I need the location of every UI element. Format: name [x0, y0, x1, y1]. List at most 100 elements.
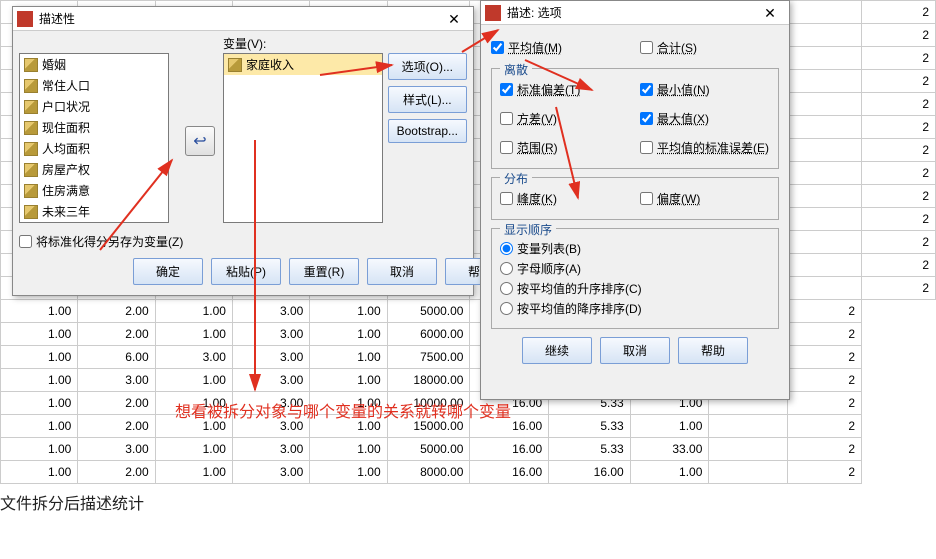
data-cell[interactable]	[788, 1, 862, 24]
data-cell[interactable]: 8000.00	[387, 461, 470, 484]
close-icon[interactable]: ✕	[439, 9, 469, 29]
data-cell[interactable]: 2	[862, 24, 936, 47]
data-cell[interactable]	[788, 208, 862, 231]
order-alpha-radio[interactable]	[500, 262, 513, 275]
data-cell[interactable]: 2.00	[78, 461, 155, 484]
order-asc-radio[interactable]	[500, 282, 513, 295]
data-cell[interactable]: 1.00	[155, 438, 232, 461]
data-cell[interactable]	[709, 438, 788, 461]
data-cell[interactable]: 5.33	[549, 415, 630, 438]
variable-item[interactable]: 住房满意	[20, 180, 168, 201]
data-cell[interactable]: 5.33	[549, 438, 630, 461]
data-cell[interactable]: 2	[862, 47, 936, 70]
data-cell[interactable]: 1.00	[310, 346, 387, 369]
data-cell[interactable]: 1.00	[310, 438, 387, 461]
variable-item[interactable]: 常住人口	[20, 75, 168, 96]
data-cell[interactable]	[709, 415, 788, 438]
data-cell[interactable]: 2.00	[78, 415, 155, 438]
variable-item[interactable]: 家庭收入	[224, 54, 382, 75]
data-cell[interactable]: 1.00	[155, 323, 232, 346]
data-cell[interactable]: 18000.00	[387, 369, 470, 392]
data-cell[interactable]	[788, 231, 862, 254]
kurtosis-checkbox[interactable]	[500, 192, 513, 205]
data-cell[interactable]: 1.00	[155, 461, 232, 484]
data-cell[interactable]: 2	[788, 369, 862, 392]
min-checkbox[interactable]	[640, 83, 653, 96]
data-cell[interactable]	[788, 116, 862, 139]
data-cell[interactable]: 2.00	[78, 323, 155, 346]
data-cell[interactable]: 2	[862, 185, 936, 208]
data-cell[interactable]: 2	[862, 70, 936, 93]
data-cell[interactable]: 5000.00	[387, 438, 470, 461]
data-cell[interactable]: 3.00	[232, 438, 309, 461]
data-cell[interactable]: 2	[862, 1, 936, 24]
data-cell[interactable]	[788, 162, 862, 185]
data-cell[interactable]: 7500.00	[387, 346, 470, 369]
data-cell[interactable]	[788, 254, 862, 277]
data-cell[interactable]: 1.00	[630, 461, 709, 484]
bootstrap-button[interactable]: Bootstrap...	[388, 119, 467, 143]
order-varlist-radio[interactable]	[500, 242, 513, 255]
std-checkbox[interactable]	[500, 83, 513, 96]
reset-button[interactable]: 重置(R)	[289, 258, 359, 285]
data-cell[interactable]	[788, 277, 862, 300]
data-cell[interactable]: 2	[862, 139, 936, 162]
data-cell[interactable]	[788, 24, 862, 47]
data-cell[interactable]: 2	[788, 438, 862, 461]
data-cell[interactable]: 1.00	[1, 438, 78, 461]
data-cell[interactable]: 6000.00	[387, 323, 470, 346]
data-cell[interactable]: 1.00	[1, 300, 78, 323]
continue-button[interactable]: 继续	[522, 337, 592, 364]
data-cell[interactable]: 1.00	[1, 346, 78, 369]
variable-item[interactable]: 婚姻	[20, 54, 168, 75]
semean-checkbox[interactable]	[640, 141, 653, 154]
data-cell[interactable]	[788, 139, 862, 162]
range-checkbox[interactable]	[500, 141, 513, 154]
data-cell[interactable]: 3.00	[78, 369, 155, 392]
data-cell[interactable]: 3.00	[232, 346, 309, 369]
data-cell[interactable]: 3.00	[155, 346, 232, 369]
data-cell[interactable]: 2	[788, 323, 862, 346]
data-cell[interactable]: 16.00	[470, 461, 549, 484]
data-cell[interactable]: 1.00	[1, 392, 78, 415]
order-desc-radio[interactable]	[500, 302, 513, 315]
close-icon[interactable]: ✕	[755, 3, 785, 23]
data-cell[interactable]: 2	[862, 277, 936, 300]
data-cell[interactable]	[788, 93, 862, 116]
data-cell[interactable]: 2	[788, 392, 862, 415]
data-cell[interactable]: 2.00	[78, 300, 155, 323]
data-cell[interactable]: 2	[862, 116, 936, 139]
ok-button[interactable]: 确定	[133, 258, 203, 285]
data-cell[interactable]: 1.00	[1, 415, 78, 438]
data-cell[interactable]: 16.00	[470, 438, 549, 461]
sum-checkbox[interactable]	[640, 41, 653, 54]
variable-item[interactable]: 人均面积	[20, 138, 168, 159]
variance-checkbox[interactable]	[500, 112, 513, 125]
variable-item[interactable]: 户口状况	[20, 96, 168, 117]
paste-button[interactable]: 粘贴(P)	[211, 258, 281, 285]
source-variable-list[interactable]: 婚姻常住人口户口状况现住面积人均面积房屋产权住房满意未来三年计划面积	[19, 53, 169, 223]
variable-item[interactable]: 未来三年	[20, 201, 168, 222]
data-cell[interactable]: 1.00	[1, 323, 78, 346]
help-button[interactable]: 帮助	[678, 337, 748, 364]
data-cell[interactable]: 3.00	[232, 323, 309, 346]
variable-item[interactable]: 房屋产权	[20, 159, 168, 180]
data-cell[interactable]: 2	[862, 208, 936, 231]
data-cell[interactable]: 1.00	[310, 300, 387, 323]
data-cell[interactable]: 2	[788, 461, 862, 484]
data-cell[interactable]: 3.00	[232, 461, 309, 484]
data-cell[interactable]: 1.00	[310, 369, 387, 392]
data-cell[interactable]: 1.00	[155, 300, 232, 323]
data-cell[interactable]: 2	[862, 93, 936, 116]
data-cell[interactable]: 1.00	[310, 323, 387, 346]
max-checkbox[interactable]	[640, 112, 653, 125]
data-cell[interactable]: 5000.00	[387, 300, 470, 323]
data-cell[interactable]: 1.00	[310, 461, 387, 484]
data-cell[interactable]: 2	[788, 415, 862, 438]
data-cell[interactable]	[788, 185, 862, 208]
data-cell[interactable]: 2	[788, 300, 862, 323]
cancel-button[interactable]: 取消	[600, 337, 670, 364]
style-button[interactable]: 样式(L)...	[388, 86, 467, 113]
data-cell[interactable]: 2	[862, 231, 936, 254]
data-cell[interactable]: 33.00	[630, 438, 709, 461]
